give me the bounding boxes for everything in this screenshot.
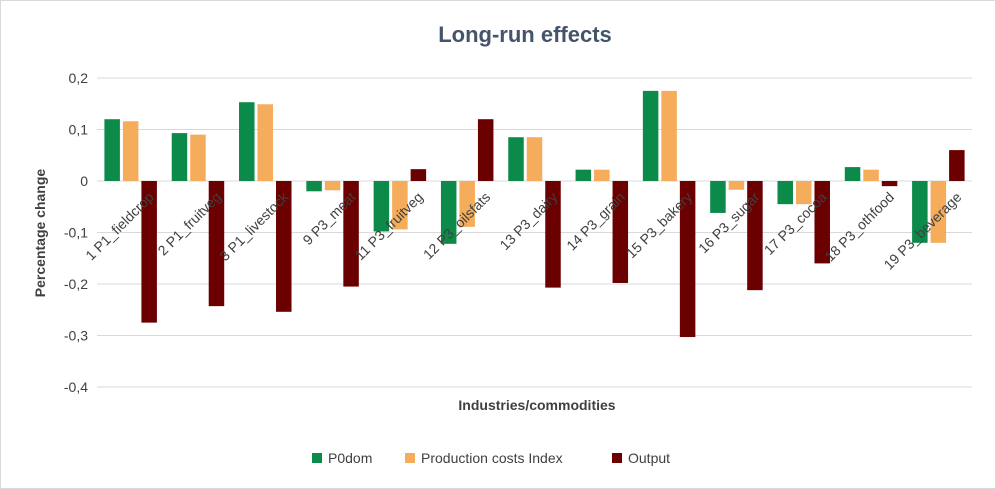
bar — [795, 181, 812, 205]
bar — [881, 181, 898, 187]
bar — [373, 181, 390, 232]
bar — [171, 133, 188, 181]
bar — [324, 181, 341, 191]
gridlines — [97, 77, 972, 388]
bar — [545, 181, 561, 288]
bar — [257, 104, 274, 181]
y-axis-title: Percentage change — [32, 169, 48, 298]
y-tick-label: -0,2 — [64, 276, 88, 292]
bar — [276, 181, 292, 312]
bar — [141, 181, 157, 323]
bar — [440, 181, 457, 244]
bar — [930, 181, 947, 243]
bar — [459, 181, 475, 227]
bar — [477, 119, 494, 181]
bar — [410, 169, 427, 181]
bar — [949, 150, 965, 181]
bar — [392, 181, 408, 230]
legend-label: Output — [628, 450, 670, 466]
bar — [190, 134, 206, 181]
bars — [104, 90, 965, 338]
y-tick-label: 0,1 — [69, 122, 89, 138]
y-axis-ticks: 0,2 0,1 0 -0,1 -0,2 -0,3 -0,4 — [64, 70, 88, 395]
y-tick-label: 0,2 — [69, 70, 89, 86]
bar — [728, 181, 745, 190]
bar — [710, 181, 726, 213]
y-tick-label: -0,3 — [64, 328, 88, 344]
bar — [863, 169, 879, 181]
bar — [594, 169, 610, 181]
bar — [306, 181, 322, 192]
bar — [642, 90, 659, 181]
legend-swatch — [405, 453, 415, 463]
y-tick-label: -0,1 — [64, 225, 88, 241]
bar — [122, 121, 139, 181]
bar — [814, 181, 830, 264]
bar — [679, 181, 696, 338]
bar — [508, 137, 524, 181]
legend-swatch — [612, 453, 622, 463]
bar — [844, 167, 861, 181]
bar — [104, 119, 120, 181]
x-tick-label: 12 P3_oilsfats — [420, 189, 494, 263]
legend-label: P0dom — [328, 450, 372, 466]
x-tick-label: 18 P3_othfood — [821, 189, 897, 265]
legend: P0dom Production costs Index Output — [312, 450, 670, 466]
y-tick-label: -0,4 — [64, 379, 88, 395]
bar — [208, 181, 225, 307]
y-tick-label: 0 — [80, 173, 88, 189]
bar — [777, 181, 793, 205]
legend-label: Production costs Index — [421, 450, 563, 466]
legend-swatch — [312, 453, 322, 463]
bar — [612, 181, 629, 283]
chart-title: Long-run effects — [438, 22, 612, 47]
bar — [912, 181, 928, 243]
x-axis-title: Industries/commodities — [458, 397, 615, 413]
bar — [661, 90, 677, 181]
bar — [343, 181, 359, 287]
bar — [747, 181, 763, 291]
bar — [526, 137, 543, 181]
bar — [575, 169, 592, 181]
bar — [239, 102, 255, 181]
